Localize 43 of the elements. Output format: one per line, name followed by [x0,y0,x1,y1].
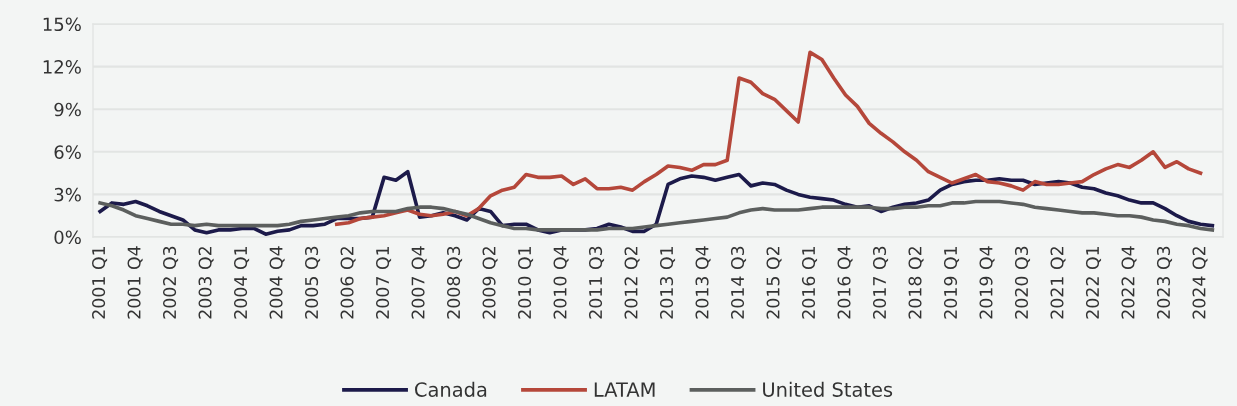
legend-label: Canada [415,381,487,397]
x-tick-label: 2012 Q2 [624,247,640,319]
x-tick-label: 2004 Q1 [233,246,250,319]
x-tick-label: 2010 Q1 [517,246,534,319]
x-tick-label: 2019 Q4 [979,246,995,319]
x-tick-label: 2001 Q1 [92,246,108,319]
line-series [98,199,1215,232]
x-tick-label: 2018 Q2 [908,247,924,319]
x-tick-label: 2007 Q4 [411,246,427,319]
x-tick-label: 2004 Q4 [269,246,285,319]
x-tick-label: 2001 Q4 [127,246,143,319]
x-tick-label: 2009 Q2 [482,247,498,319]
x-tick-label: 2020 Q3 [1014,246,1031,319]
x-tick-label: 2022 Q1 [1085,246,1102,319]
y-tick-label: 3% [54,187,81,202]
x-tick-label: 2022 Q4 [1121,246,1137,319]
x-tick-label: 2024 Q2 [1192,247,1208,319]
x-tick-label: 2008 Q3 [446,246,463,319]
x-tick-label: 2021 Q2 [1050,247,1066,319]
legend-label: LATAM [594,382,655,397]
x-tick-label: 2005 Q3 [304,246,321,319]
x-tick-label: 2003 Q2 [198,247,214,319]
legend-label: United States [763,381,893,397]
x-tick-label: 2017 Q3 [872,246,889,319]
x-tick-label: 2023 Q3 [1156,246,1173,319]
y-tick-label: 6% [54,145,81,159]
y-tick-label: 12% [43,60,81,74]
x-tick-label: 2010 Q4 [553,246,569,319]
y-tick-label: 15% [43,17,81,32]
x-tick-label: 2011 Q3 [588,246,605,319]
y-tick-label: 9% [54,102,81,117]
x-tick-label: 2014 Q3 [730,246,747,319]
line-series [334,50,1203,227]
x-tick-label: 2006 Q2 [340,247,356,319]
x-tick-label: 2013 Q4 [695,246,711,319]
x-tick-label: 2016 Q4 [837,246,853,319]
x-tick-label: 2019 Q1 [943,246,960,319]
x-tick-label: 2015 Q2 [766,247,782,319]
x-tick-label: 2007 Q1 [375,246,392,319]
x-tick-label: 2016 Q1 [801,246,818,319]
x-tick-label: 2002 Q3 [163,246,179,319]
y-tick-label: 0% [54,230,81,245]
x-tick-label: 2013 Q1 [659,246,676,319]
